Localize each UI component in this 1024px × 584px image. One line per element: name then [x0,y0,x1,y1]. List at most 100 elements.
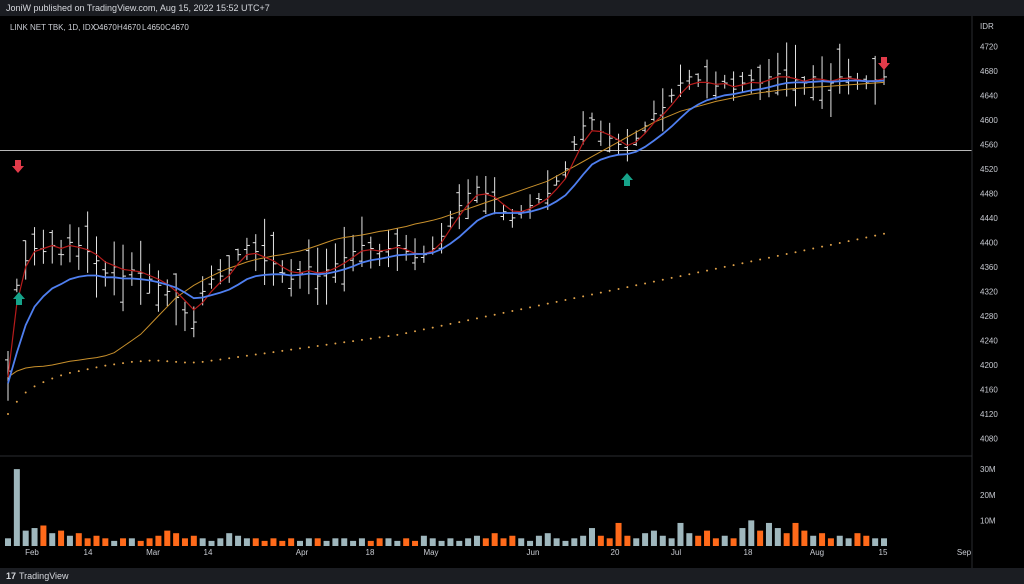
long-ma-dot [812,247,815,250]
long-ma-dot [847,240,850,243]
long-ma-dot [838,242,841,244]
long-ma-dot [555,300,558,303]
long-ma-dot [670,276,673,279]
volume-bar [243,538,250,546]
time-axis[interactable]: Feb 14 Mar 14 Apr 18 May Jun 20 Jul 18 Aug 15 Sep [25,548,972,557]
long-ma-dot [856,238,859,241]
long-ma-dot [661,278,664,281]
volume-bar [314,538,321,546]
price-tick-label: 4320 [980,287,998,296]
long-ma-dot [723,265,726,268]
volume-bar [190,535,197,546]
volume-bar [544,533,551,546]
legend-h-value: 4670 [123,23,141,32]
time-tick-label: 14 [84,548,93,557]
long-ma-dots [7,232,885,415]
price-tick-label: 4200 [980,361,998,370]
long-ma-dot [281,349,284,352]
volume-bar [270,538,277,546]
volume-bars [5,469,887,546]
long-ma-dot [573,297,576,300]
long-ma-dot [299,347,301,350]
volume-bar [49,533,56,546]
volume-bar [633,538,640,546]
long-ma-dot [759,258,762,261]
volume-bar [155,535,162,546]
long-ma-dot [794,251,797,254]
volume-bar [580,535,587,546]
legend-h-label: H [117,23,123,32]
volume-bar [854,533,861,546]
long-ma-dot [360,338,363,341]
long-ma-dot [599,291,602,294]
volume-bar [827,538,834,546]
time-tick-label: 14 [204,548,213,557]
long-ma-dot [24,391,27,394]
volume-bar [385,538,392,546]
long-ma-dot [440,324,443,327]
long-ma-dot [68,371,71,374]
long-ma-dot [290,348,293,351]
long-ma-dot [272,351,275,354]
price-tick-label: 4520 [980,165,998,174]
fast-ema-line [7,76,885,378]
price-chart[interactable]: 4720 4680 4640 4600 4560 4520 4480 4440 4400 4360… [0,16,1024,568]
volume-axis[interactable]: 30M 20M 10M [980,465,996,525]
volume-bar [624,535,631,546]
buy-arrow-icon [621,173,633,186]
long-ma-dot [422,328,425,331]
time-tick-label: Mar [146,548,160,557]
long-ma-dot [502,311,505,314]
long-ma-dot [785,253,788,256]
tradingview-logo[interactable]: 17 TradingView [6,568,69,584]
long-ma-dot [219,358,222,361]
long-ma-dot [564,299,567,301]
long-ma-dot [537,304,540,307]
volume-bar [836,535,843,546]
volume-bar [66,535,73,546]
long-ma-dot [113,363,116,366]
publisher-header: JoniW published on TradingView.com, Aug … [0,0,1024,16]
long-ma-dot [387,335,390,338]
volume-bar [810,535,817,546]
volume-bar [217,538,224,546]
sell-arrow-icon [878,57,890,70]
long-ma-dot [201,360,204,363]
long-ma-dot [652,280,655,283]
volume-bar [765,522,772,546]
price-tick-label: 4680 [980,67,998,76]
long-ma-dot [42,381,45,384]
long-ma-dot [821,245,824,248]
long-ma-dot [449,322,452,325]
long-ma-dot [874,234,877,237]
legend-l-label: L [142,23,147,32]
volume-bar [456,540,463,546]
volume-bar [518,538,525,546]
chart-frame[interactable]: 4720 4680 4640 4600 4560 4520 4480 4440 4400 4360… [0,16,1024,568]
volume-bar [137,540,144,546]
long-ma-dot [325,343,328,346]
price-axis[interactable]: 4720 4680 4640 4600 4560 4520 4480 4440 4400 4360… [980,42,998,443]
long-ma-dot [316,344,319,347]
long-ma-dot [334,342,337,345]
volume-bar [288,538,295,546]
tradingview-logo-icon: 17 [6,571,17,581]
long-ma-dot [529,306,532,309]
volume-bar [465,538,472,546]
buy-arrow-icon [13,292,25,305]
long-ma-dot [60,374,63,377]
long-ma-dot [883,232,885,235]
long-ma-dot [352,340,355,343]
volume-bar [473,535,480,546]
long-ma-dot [617,287,620,290]
volume-bar [792,522,799,546]
volume-bar [199,538,206,546]
legend: LINK NET TBK, 1D, IDX O 4670 H 4670 L 46… [10,23,189,32]
long-ma-dot [33,385,36,388]
volume-bar [261,540,268,546]
long-ma-dot [157,359,160,362]
volume-bar [739,528,746,546]
volume-bar [75,533,82,546]
long-ma-dot [263,352,266,355]
legend-l-value: 4650 [147,23,165,32]
